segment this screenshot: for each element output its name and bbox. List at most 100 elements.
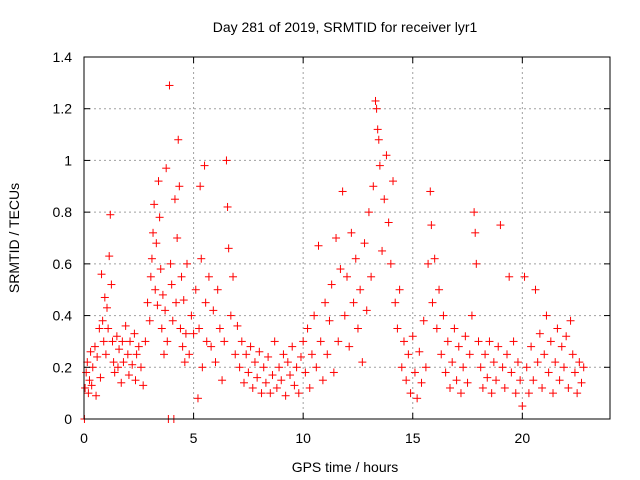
data-point <box>347 228 356 237</box>
data-point <box>175 182 184 191</box>
data-point <box>524 389 533 398</box>
data-point <box>161 306 170 315</box>
data-point <box>108 337 117 346</box>
data-point <box>427 221 436 230</box>
data-point <box>399 337 408 346</box>
data-point <box>426 187 435 196</box>
data-point <box>397 363 406 372</box>
data-point <box>573 389 582 398</box>
data-point <box>362 306 371 315</box>
data-point <box>220 337 229 346</box>
data-point <box>279 350 288 359</box>
data-point <box>380 195 389 204</box>
y-tick-label: 1.2 <box>53 101 73 117</box>
data-point <box>123 350 132 359</box>
data-point <box>559 363 568 372</box>
grid-layer <box>84 57 610 419</box>
data-point <box>261 378 270 387</box>
data-point <box>104 324 113 333</box>
data-point <box>472 259 481 268</box>
data-point <box>374 135 383 144</box>
data-point <box>513 358 522 367</box>
data-point <box>351 254 360 263</box>
data-point <box>255 347 264 356</box>
data-point <box>305 383 314 392</box>
data-point <box>358 358 367 367</box>
data-point <box>329 368 338 377</box>
data-point <box>386 259 395 268</box>
data-point <box>97 270 106 279</box>
data-point <box>141 337 150 346</box>
data-point <box>522 363 531 372</box>
data-point <box>272 383 281 392</box>
data-point <box>185 350 194 359</box>
data-point <box>233 321 242 330</box>
data-point <box>471 228 480 237</box>
data-point <box>167 280 176 289</box>
data-point <box>343 272 351 281</box>
data-point <box>193 394 202 403</box>
data-point <box>577 378 586 387</box>
data-point <box>83 358 92 367</box>
data-point <box>88 363 97 372</box>
data-point <box>202 337 211 346</box>
data-point <box>544 368 553 377</box>
x-tick-label: 5 <box>190 430 198 446</box>
data-point <box>303 324 312 333</box>
data-point <box>154 177 163 186</box>
data-point <box>198 363 207 372</box>
data-point <box>461 332 470 341</box>
data-point <box>557 342 566 351</box>
data-point <box>369 182 378 191</box>
data-point <box>463 378 472 387</box>
data-point <box>448 358 457 367</box>
data-point <box>81 383 90 392</box>
data-point <box>454 342 463 351</box>
data-point <box>535 329 544 338</box>
data-point <box>98 316 107 325</box>
data-point <box>115 345 124 354</box>
data-point <box>119 358 128 367</box>
data-point <box>485 337 494 346</box>
data-point <box>487 389 496 398</box>
x-tick-label: 0 <box>80 430 88 446</box>
data-point <box>151 285 160 294</box>
data-point <box>332 234 341 242</box>
data-point <box>145 316 154 325</box>
data-point <box>382 151 391 160</box>
data-point <box>157 324 166 333</box>
data-point <box>540 350 549 359</box>
data-point <box>176 324 185 333</box>
data-point <box>410 368 419 377</box>
data-point <box>136 363 145 372</box>
data-point <box>110 368 119 377</box>
data-point <box>384 218 393 227</box>
data-point <box>159 350 168 359</box>
data-point <box>340 311 349 320</box>
data-point <box>180 358 189 367</box>
data-point <box>502 350 511 359</box>
data-point <box>226 311 235 320</box>
data-point <box>459 363 468 372</box>
data-point <box>349 298 358 307</box>
x-tick-label: 15 <box>405 430 421 446</box>
data-point <box>109 358 118 367</box>
data-point <box>395 285 404 294</box>
data-point <box>476 363 485 372</box>
data-point <box>178 342 187 351</box>
data-point <box>391 298 400 307</box>
data-point <box>570 368 579 377</box>
data-point <box>443 337 452 346</box>
data-point <box>378 246 387 255</box>
data-point <box>356 285 365 294</box>
data-point <box>187 311 196 320</box>
data-point <box>101 350 110 359</box>
data-point <box>150 200 159 209</box>
plot-frame <box>83 56 611 420</box>
data-point <box>239 378 248 387</box>
data-point <box>424 259 433 268</box>
data-point <box>165 81 174 90</box>
data-point <box>507 368 516 377</box>
data-point <box>170 195 179 204</box>
